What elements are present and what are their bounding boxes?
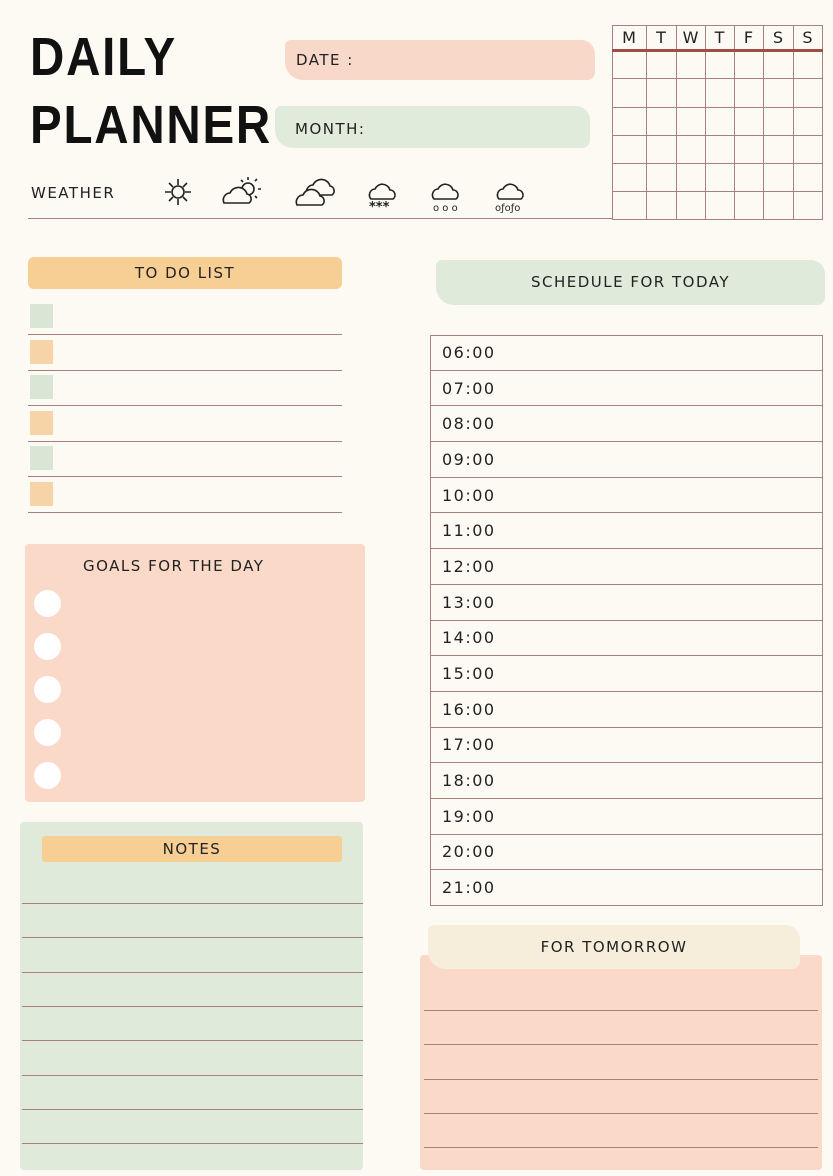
schedule-row[interactable]: 11:00 (430, 513, 822, 550)
tomorrow-line[interactable] (424, 1112, 818, 1114)
todo-line[interactable] (28, 334, 342, 335)
notes-line[interactable] (22, 937, 363, 939)
schedule-time: 16:00 (442, 699, 496, 719)
schedule-time: 09:00 (442, 449, 496, 469)
schedule-time: 10:00 (442, 485, 496, 505)
schedule-row[interactable]: 08:00 (430, 406, 822, 443)
calendar-day-header: T (714, 28, 725, 47)
schedule-time: 07:00 (442, 378, 496, 398)
todo-checkbox[interactable] (30, 375, 53, 399)
schedule-time: 08:00 (442, 414, 496, 434)
schedule-row[interactable]: 16:00 (430, 692, 822, 728)
schedule-header: SCHEDULE FOR TODAY (436, 260, 825, 305)
schedule-time: 19:00 (442, 806, 496, 826)
todo-line[interactable] (28, 511, 342, 513)
schedule-row[interactable]: 15:00 (430, 656, 822, 692)
schedule-row[interactable]: 07:00 (430, 371, 822, 407)
tomorrow-line[interactable] (424, 1010, 818, 1011)
goal-bullet[interactable] (34, 719, 61, 746)
tomorrow-title: FOR TOMORROW (540, 938, 688, 956)
schedule-row[interactable]: 09:00 (430, 442, 822, 478)
calendar-day-header: S (802, 28, 813, 47)
schedule-row[interactable]: 20:00 (430, 835, 822, 871)
notes-title: NOTES (162, 840, 222, 858)
tomorrow-line[interactable] (424, 1044, 818, 1046)
schedule-time: 17:00 (442, 735, 496, 755)
schedule-time: 12:00 (442, 556, 496, 576)
schedule-row[interactable]: 06:00 (430, 335, 822, 371)
month-field[interactable]: MONTH: (275, 106, 590, 148)
calendar-day-header: F (743, 28, 754, 47)
svg-text:oƒoƒo: oƒoƒo (495, 203, 520, 214)
todo-line[interactable] (28, 440, 342, 442)
schedule-row[interactable]: 18:00 (430, 763, 822, 799)
schedule-row[interactable]: 19:00 (430, 799, 822, 835)
goal-bullet[interactable] (34, 676, 61, 703)
notes-line[interactable] (22, 971, 363, 973)
schedule-table (430, 335, 823, 906)
todo-checkbox[interactable] (30, 339, 53, 364)
todo-line[interactable] (28, 369, 342, 371)
sun-icon[interactable] (163, 177, 203, 213)
snow-icon[interactable]: *** (367, 177, 407, 215)
notes-line[interactable] (22, 1005, 363, 1007)
schedule-time: 06:00 (442, 342, 496, 362)
tomorrow-line[interactable] (424, 1078, 818, 1080)
notes-line[interactable] (22, 1074, 363, 1076)
goal-bullet[interactable] (34, 633, 61, 660)
weather-label: WEATHER (31, 184, 116, 202)
calendar-day-header: T (656, 28, 666, 47)
todo-checkbox[interactable] (30, 481, 53, 506)
svg-text:***: *** (369, 200, 390, 215)
schedule-row[interactable]: 13:00 (430, 585, 822, 621)
todo-title: TO DO LIST (134, 264, 236, 282)
schedule-row[interactable]: 12:00 (430, 549, 822, 585)
todo-checkbox[interactable] (30, 410, 53, 435)
schedule-time: 20:00 (442, 842, 496, 862)
schedule-time: 14:00 (442, 628, 496, 648)
todo-header: TO DO LIST (28, 257, 342, 289)
rain-icon[interactable]: o o o (430, 177, 470, 214)
svg-text:o o o: o o o (433, 203, 458, 214)
schedule-time: 13:00 (442, 592, 496, 612)
schedule-time: 18:00 (442, 771, 496, 791)
tomorrow-header: FOR TOMORROW (428, 925, 800, 969)
goal-bullet[interactable] (34, 590, 61, 617)
goals-title: GOALS FOR THE DAY (83, 557, 265, 575)
schedule-row[interactable]: 17:00 (430, 728, 822, 764)
partly-cloudy-icon[interactable] (222, 177, 262, 213)
thunderstorm-icon[interactable]: oƒoƒo (495, 177, 535, 214)
month-label: MONTH: (295, 120, 366, 138)
title-daily: DAILY (30, 27, 178, 87)
cloudy-icon[interactable] (295, 177, 335, 213)
notes-box (20, 822, 363, 1170)
schedule-time: 21:00 (442, 878, 496, 898)
todo-checkbox[interactable] (30, 446, 53, 470)
notes-line[interactable] (22, 1108, 363, 1110)
schedule-row[interactable]: 10:00 (430, 478, 822, 514)
todo-checkbox[interactable] (30, 304, 53, 328)
todo-line[interactable] (28, 405, 342, 406)
calendar-day-header: S (772, 28, 784, 47)
calendar-day-header: W (682, 28, 699, 47)
goal-bullet[interactable] (34, 762, 61, 789)
tomorrow-box (420, 955, 822, 1170)
notes-line[interactable] (22, 1143, 363, 1145)
todo-line[interactable] (28, 476, 342, 477)
calendar-day-header: M (622, 28, 636, 47)
schedule-title: SCHEDULE FOR TODAY (530, 273, 731, 291)
notes-header: NOTES (42, 836, 342, 862)
schedule-time: 15:00 (442, 664, 496, 684)
date-field[interactable]: DATE : (285, 40, 595, 80)
date-label: DATE : (296, 51, 354, 69)
schedule-time: 11:00 (442, 521, 496, 541)
notes-line[interactable] (22, 903, 363, 904)
notes-line[interactable] (22, 1040, 363, 1042)
tomorrow-line[interactable] (424, 1147, 818, 1149)
schedule-row[interactable]: 21:00 (430, 870, 822, 906)
title-planner: PLANNER (30, 95, 273, 155)
schedule-row[interactable]: 14:00 (430, 621, 822, 657)
goals-box: GOALS FOR THE DAY (25, 544, 365, 802)
